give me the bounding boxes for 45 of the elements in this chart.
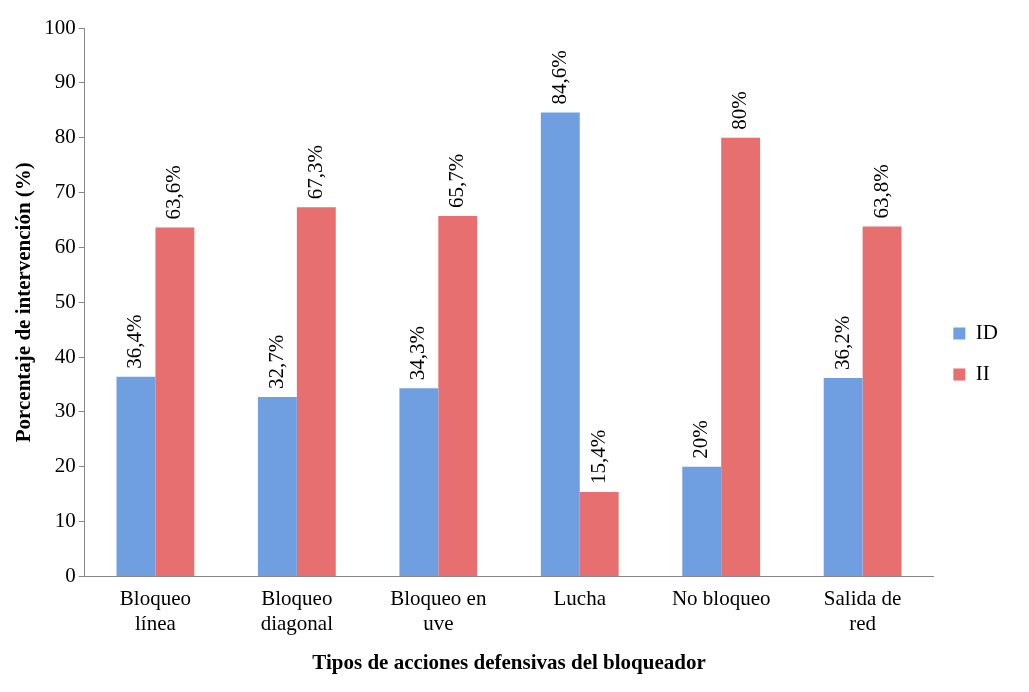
y-tick-label: 80 xyxy=(54,124,76,149)
data-label: 65,7% xyxy=(444,153,469,209)
data-label: 63,8% xyxy=(868,164,893,219)
legend-label: ID xyxy=(975,320,999,345)
bar xyxy=(257,397,297,576)
bar xyxy=(438,216,478,576)
y-tick-label: 10 xyxy=(54,508,76,533)
bar xyxy=(862,226,902,576)
bar xyxy=(721,137,761,576)
bar xyxy=(296,207,336,576)
y-axis-title: Porcentaje de intervención (%) xyxy=(11,162,36,443)
data-label: 36,4% xyxy=(122,314,147,369)
y-tick-label: 50 xyxy=(54,288,76,313)
data-label: 32,7% xyxy=(263,334,288,390)
data-label: 84,6% xyxy=(546,50,571,105)
y-tick-label: 60 xyxy=(54,233,76,258)
data-label: 63,6% xyxy=(161,165,186,220)
data-label: 20% xyxy=(688,420,713,459)
x-axis-title: Tipos de acciones defensivas del bloqueador xyxy=(312,649,706,674)
y-tick-label: 100 xyxy=(44,14,76,39)
y-tick-label: 70 xyxy=(54,179,76,204)
y-tick-label: 30 xyxy=(54,398,76,423)
x-tick-label: Bloqueo diagonal xyxy=(260,585,334,635)
bar xyxy=(399,388,439,576)
bar xyxy=(823,377,863,576)
x-tick-label: Lucha xyxy=(553,585,607,610)
bar xyxy=(116,376,156,576)
y-tick-label: 20 xyxy=(54,453,76,478)
bar xyxy=(682,466,722,576)
y-tick-label: 0 xyxy=(65,562,76,587)
y-tick-label: 90 xyxy=(54,69,76,94)
y-tick-label: 40 xyxy=(54,343,76,368)
data-label: 67,3% xyxy=(302,145,327,200)
x-tick-label: Salida de red xyxy=(823,585,902,635)
data-label: 34,3% xyxy=(405,326,430,381)
bar xyxy=(579,491,619,576)
data-label: 15,4% xyxy=(585,429,610,484)
data-label: 36,2% xyxy=(829,315,854,370)
x-tick-label: Bloqueo en uve xyxy=(390,585,487,635)
legend-label: II xyxy=(975,361,990,386)
bar xyxy=(540,112,580,576)
x-tick-label: Bloqueo línea xyxy=(119,585,192,635)
bar xyxy=(155,227,195,576)
x-tick-label: No bloqueo xyxy=(671,585,771,610)
data-label: 80% xyxy=(727,91,752,130)
